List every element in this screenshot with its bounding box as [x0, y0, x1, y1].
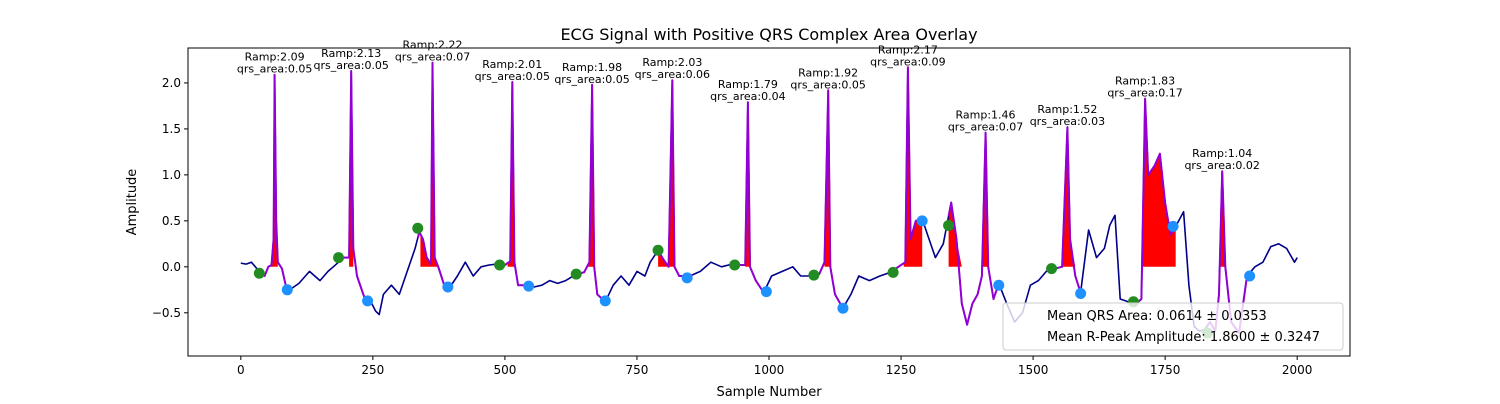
y-tick-label-2: 0.0: [162, 260, 181, 274]
x-axis-ticks: 0 250 500 750 1000 1250 1500 1750 2000: [237, 356, 1312, 377]
qrs-area-label-9: qrs_area:0.09: [870, 55, 945, 68]
s-point-marker-5: [599, 295, 611, 307]
y-axis-ticks: −0.5 0.0 0.5 1.0 1.5 2.0: [152, 76, 188, 320]
y-tick-label-1: −0.5: [152, 306, 181, 320]
ramp-label-1: Ramp:2.09: [245, 51, 305, 64]
qrs-area-fill-12: [1141, 98, 1176, 267]
s-point-marker-9: [916, 215, 928, 227]
ramp-label-9: Ramp:2.17: [878, 43, 938, 56]
qrs-area-fill-13: [1218, 171, 1250, 267]
ramp-label-5: Ramp:1.98: [562, 61, 622, 74]
x-tick-label-7: 1500: [1018, 363, 1049, 377]
ramp-label-12: Ramp:1.83: [1115, 75, 1175, 88]
ramp-label-10: Ramp:1.46: [956, 109, 1016, 122]
q-point-marker-3: [412, 222, 424, 234]
q-point-marker-10: [943, 219, 955, 231]
y-tick-label-6: 2.0: [162, 76, 181, 90]
s-point-marker-4: [523, 280, 535, 292]
q-point-marker-1: [253, 267, 265, 279]
legend-entry-mean-r-peak-amplitude: Mean R-Peak Amplitude: 1.8600 ± 0.3247: [1047, 330, 1320, 345]
ramp-label-6: Ramp:2.03: [642, 56, 702, 69]
x-tick-label-4: 750: [626, 363, 649, 377]
qrs-area-label-6: qrs_area:0.06: [635, 68, 710, 81]
legend-entry-mean-qrs-area: Mean QRS Area: 0.0614 ± 0.0353: [1047, 309, 1267, 324]
q-point-marker-7: [729, 259, 741, 271]
peak-annotations: Ramp:2.09qrs_area:0.05Ramp:2.13qrs_area:…: [237, 39, 1260, 172]
y-tick-label-5: 1.5: [162, 122, 181, 136]
legend-box: [1002, 302, 1344, 351]
s-point-marker-8: [837, 302, 849, 314]
qrs-area-label-1: qrs_area:0.05: [237, 63, 312, 76]
s-point-marker-3: [442, 281, 454, 293]
qrs-area-label-7: qrs_area:0.04: [710, 90, 785, 103]
ramp-label-8: Ramp:1.92: [798, 66, 858, 79]
s-point-marker-10: [993, 279, 1005, 291]
qrs-segment-9: [892, 66, 923, 272]
ramp-label-7: Ramp:1.79: [718, 78, 778, 91]
q-point-marker-6: [652, 244, 664, 256]
x-tick-label-6: 1250: [886, 363, 917, 377]
s-point-marker-13: [1244, 270, 1256, 282]
x-tick-label-5: 1000: [754, 363, 785, 377]
ramp-label-4: Ramp:2.01: [482, 58, 542, 71]
q-point-marker-5: [570, 268, 582, 280]
qrs-area-label-5: qrs_area:0.05: [554, 73, 629, 86]
qrs-area-fill-10: [948, 132, 991, 267]
qrs-area-label-10: qrs_area:0.07: [948, 121, 1023, 134]
x-tick-label-1: 0: [237, 363, 245, 377]
ramp-label-11: Ramp:1.52: [1037, 103, 1097, 116]
s-point-marker-2: [362, 295, 374, 307]
qrs-area-label-11: qrs_area:0.03: [1030, 115, 1105, 128]
qrs-segment-3: [416, 61, 448, 288]
s-point-marker-7: [760, 286, 772, 298]
qrs-area-label-13: qrs_area:0.02: [1184, 159, 1259, 172]
s-point-marker-12: [1167, 220, 1179, 232]
qrs-area-label-3: qrs_area:0.07: [395, 51, 470, 64]
qrs-area-label-8: qrs_area:0.05: [790, 78, 865, 91]
plot-area: Ramp:2.09qrs_area:0.05Ramp:2.13qrs_area:…: [237, 39, 1298, 339]
q-point-marker-4: [494, 259, 506, 271]
q-point-marker-11: [1046, 263, 1058, 275]
q-point-marker-2: [333, 252, 345, 264]
s-point-marker-6: [681, 272, 693, 284]
qrs-segment-1: [258, 73, 292, 290]
s-point-marker-11: [1075, 287, 1087, 299]
qrs-segment-5: [575, 83, 606, 303]
y-tick-label-4: 1.0: [162, 168, 181, 182]
q-point-marker-8: [808, 269, 820, 281]
q-point-marker-9: [887, 266, 899, 278]
chart-title: ECG Signal with Positive QRS Complex Are…: [560, 25, 977, 44]
s-point-marker-1: [281, 284, 293, 296]
x-tick-label-2: 250: [361, 363, 384, 377]
qrs-area-label-12: qrs_area:0.17: [1107, 87, 1182, 100]
legend: Mean QRS Area: 0.0614 ± 0.0353 Mean R-Pe…: [1002, 302, 1344, 351]
qrs-area-label-4: qrs_area:0.05: [475, 70, 550, 83]
qrs-area-fill-6: [658, 80, 675, 267]
x-tick-label-3: 500: [493, 363, 516, 377]
y-tick-label-3: 0.5: [162, 214, 181, 228]
x-axis-label: Sample Number: [716, 385, 822, 400]
x-tick-label-9: 2000: [1282, 363, 1313, 377]
ramp-label-2: Ramp:2.13: [321, 47, 381, 60]
y-axis-label: Amplitude: [125, 169, 140, 236]
ramp-label-13: Ramp:1.04: [1192, 147, 1252, 160]
x-tick-label-8: 1750: [1150, 363, 1181, 377]
qrs-segment-10: [947, 131, 1000, 326]
qrs-area-label-2: qrs_area:0.05: [313, 59, 388, 72]
